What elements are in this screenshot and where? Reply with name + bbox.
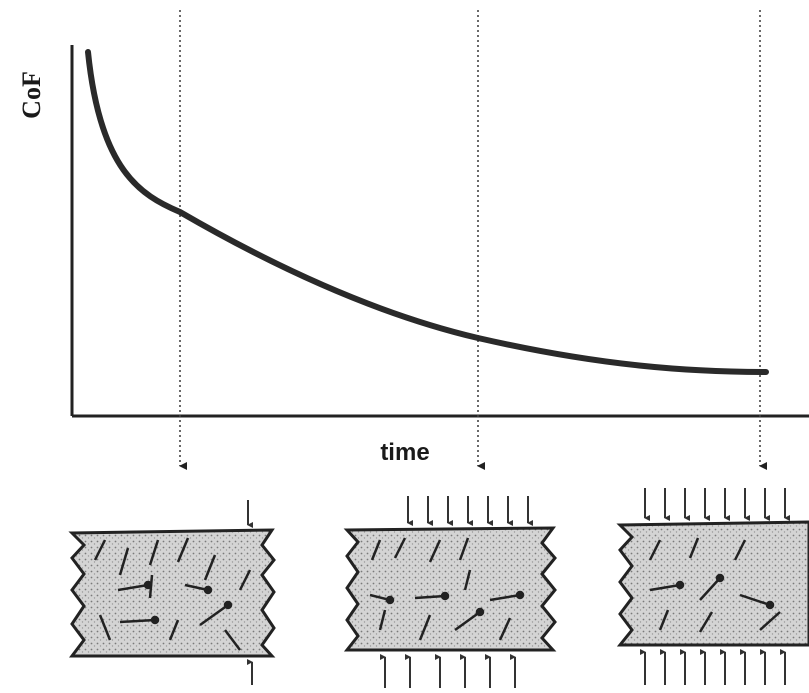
cof-curve (85, 49, 769, 375)
y-axis-label: CoF (17, 71, 46, 119)
surface-block (616, 488, 809, 685)
surface-block (343, 496, 557, 688)
x-axis-label: time (380, 439, 429, 466)
guide-lines (179, 10, 767, 470)
surface-block (68, 500, 276, 685)
axes (70, 45, 809, 418)
